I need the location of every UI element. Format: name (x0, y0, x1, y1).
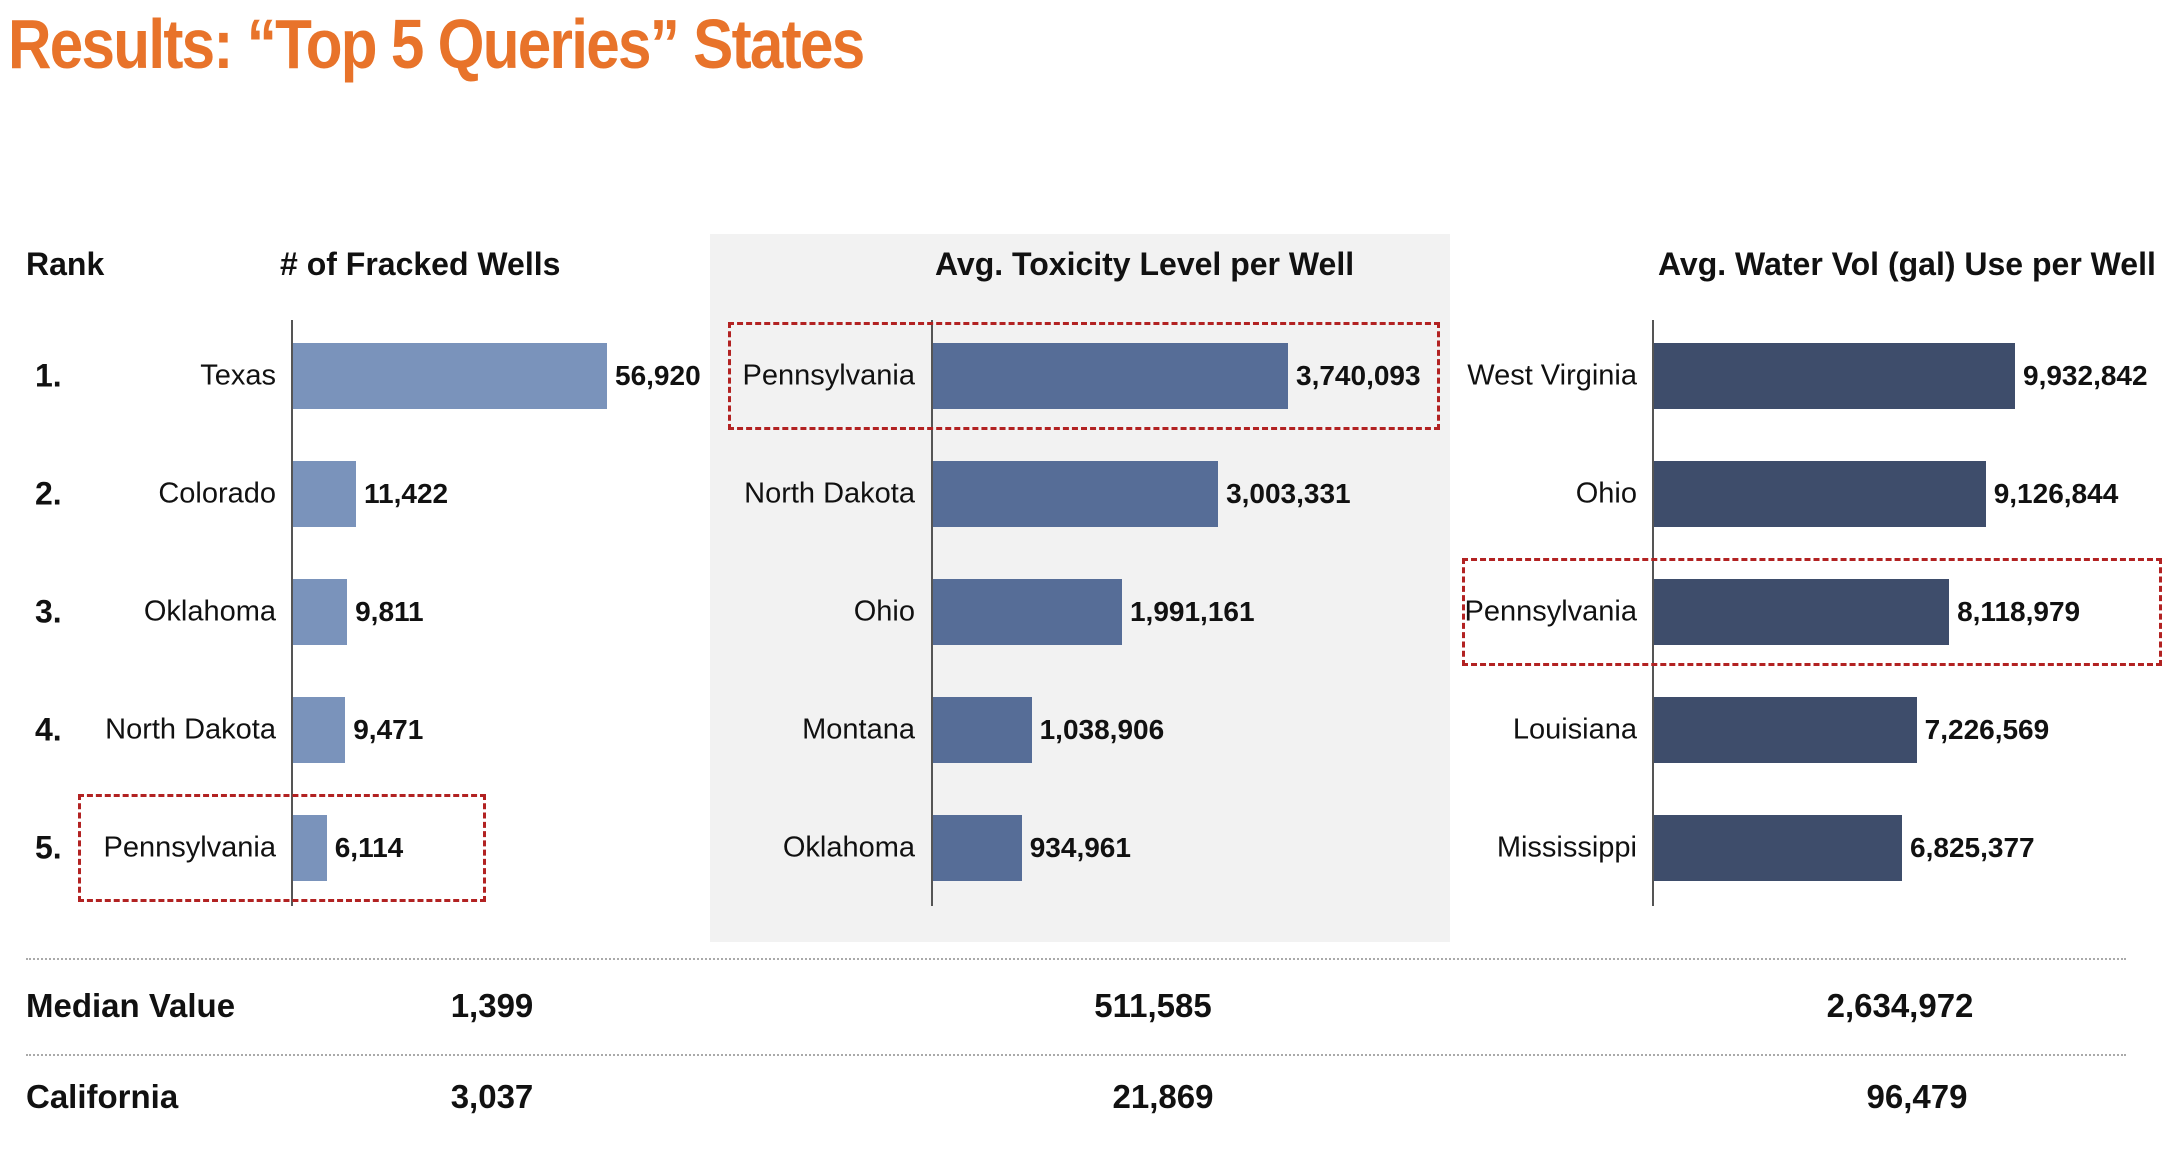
category-label: Oklahoma (782, 831, 915, 864)
california-wells-value: 3,037 (450, 1078, 534, 1115)
bar (933, 697, 1032, 763)
chart-title-toxicity: Avg. Toxicity Level per Well (935, 246, 1355, 282)
data-label: 7,226,569 (1924, 714, 2050, 745)
chart-title-water: Avg. Water Vol (gal) Use per Well (1658, 246, 2156, 282)
rank-label: 2. (35, 475, 62, 512)
highlight-box (728, 322, 1440, 430)
category-label: Colorado (158, 477, 276, 510)
data-label: 11,422 (364, 478, 449, 509)
category-label: Ohio (853, 595, 915, 628)
separator-line (26, 1054, 2126, 1056)
bar (293, 815, 327, 881)
data-label: 9,811 (355, 596, 424, 627)
bar (293, 343, 607, 409)
highlight-box (78, 794, 486, 902)
data-label: 934,961 (1029, 832, 1131, 863)
category-label: Louisiana (1512, 713, 1637, 746)
chart-axis (931, 320, 933, 906)
chart-axis (1652, 320, 1654, 906)
data-label: 3,740,093 (1296, 360, 1421, 391)
category-label: Pennsylvania (1464, 595, 1638, 628)
chart-title-wells: # of Fracked Wells (280, 246, 561, 282)
data-label: 9,932,842 (2023, 360, 2148, 391)
bar (933, 815, 1022, 881)
data-label: 6,114 (334, 832, 404, 863)
category-label: Ohio (1575, 477, 1637, 510)
median-toxicity-value: 511,585 (1094, 987, 1212, 1024)
bar (1654, 815, 1903, 881)
summary-label-median: Median Value (26, 987, 236, 1024)
rank-label: 4. (35, 711, 62, 748)
data-label: 8,118,979 (1957, 596, 2081, 627)
data-label: 3,003,331 (1226, 478, 1351, 509)
rank-label: 3. (35, 593, 62, 630)
category-label: North Dakota (105, 713, 276, 746)
category-label: Pennsylvania (742, 359, 916, 392)
chart-axis (291, 320, 293, 906)
bar (1654, 579, 1950, 645)
data-label: 9,471 (353, 714, 424, 745)
bar (933, 343, 1288, 409)
bar (293, 697, 346, 763)
data-label: 1,038,906 (1039, 714, 1165, 745)
rank-label: 1. (35, 357, 62, 394)
bar (293, 579, 348, 645)
median-wells-value: 1,399 (450, 987, 534, 1024)
category-label: West Virginia (1467, 359, 1637, 392)
bar (1654, 697, 1917, 763)
category-label: North Dakota (744, 477, 915, 510)
data-label: 6,825,377 (1910, 832, 2035, 863)
data-label: 1,991,161 (1129, 596, 1255, 627)
rank-label: 5. (35, 829, 62, 866)
category-label: Montana (802, 713, 915, 746)
california-water-value: 96,479 (1866, 1078, 1968, 1115)
data-label: 9,126,844 (1993, 478, 2119, 509)
bar (933, 579, 1122, 645)
page-title: Results: “Top 5 Queries” States (8, 5, 865, 83)
california-toxicity-value: 21,869 (1112, 1078, 1214, 1115)
summary-label-california: California (26, 1078, 179, 1115)
data-label: 56,920 (615, 360, 701, 391)
bar (933, 461, 1219, 527)
separator-line (26, 958, 2126, 960)
bar (293, 461, 356, 527)
median-water-value: 2,634,972 (1826, 987, 1974, 1024)
highlight-box (1462, 558, 2162, 666)
rank-header: Rank (26, 246, 105, 282)
category-label: Mississippi (1496, 831, 1637, 864)
bar (1654, 461, 1986, 527)
bar (1654, 343, 2015, 409)
category-label: Oklahoma (143, 595, 276, 628)
category-label: Pennsylvania (103, 831, 277, 864)
category-label: Texas (200, 359, 276, 392)
